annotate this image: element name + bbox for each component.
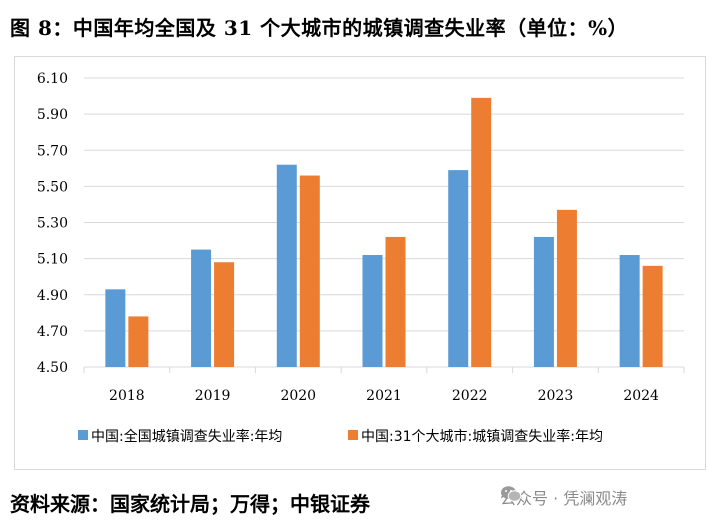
bar-national-2020[interactable] xyxy=(276,164,297,367)
x-tick-label: 2024 xyxy=(623,388,659,404)
y-tick-label: 5.30 xyxy=(37,216,68,232)
x-tick-label: 2021 xyxy=(366,388,402,404)
bar-31-cities-2023[interactable] xyxy=(556,209,577,367)
source-note: 资料来源：国家统计局；万得；中银证券 xyxy=(10,492,370,516)
bar-national-2021[interactable] xyxy=(362,255,383,367)
x-tick-label: 2022 xyxy=(452,388,488,404)
legend-label: 中国:全国城镇调查失业率:年均 xyxy=(91,428,282,445)
watermark-text: 公众号 · 凭澜观涛 xyxy=(500,489,628,508)
bar-national-2019[interactable] xyxy=(191,249,212,367)
y-tick-label: 5.10 xyxy=(37,252,68,268)
y-tick-label: 4.90 xyxy=(37,288,68,304)
chart-title: 图 8：中国年均全国及 31 个大城市的城镇调查失业率（单位：%） xyxy=(10,16,629,40)
bar-31-cities-2022[interactable] xyxy=(471,97,492,368)
y-tick-label: 4.70 xyxy=(37,324,68,340)
bar-31-cities-2024[interactable] xyxy=(642,265,663,367)
y-tick-label: 5.70 xyxy=(37,143,68,159)
x-tick-label: 2018 xyxy=(109,388,145,404)
y-tick-label: 6.10 xyxy=(37,71,68,87)
wechat-icon xyxy=(501,486,522,502)
y-tick-label: 5.90 xyxy=(37,107,68,123)
bar-national-2023[interactable] xyxy=(533,236,554,367)
y-tick-label: 5.50 xyxy=(37,179,68,195)
bar-national-2024[interactable] xyxy=(619,255,640,367)
bar-national-2022[interactable] xyxy=(448,170,469,367)
legend-swatch xyxy=(78,430,88,440)
x-tick-label: 2020 xyxy=(280,388,316,404)
bar-national-2018[interactable] xyxy=(105,289,126,367)
watermark: 公众号 · 凭澜观涛 xyxy=(500,485,627,509)
legend-swatch xyxy=(348,430,358,440)
legend-label: 中国:31个大城市:城镇调查失业率:年均 xyxy=(361,428,603,445)
bar-31-cities-2018[interactable] xyxy=(128,316,149,367)
bar-31-cities-2021[interactable] xyxy=(385,236,406,367)
bar-31-cities-2019[interactable] xyxy=(214,262,235,367)
x-tick-label: 2023 xyxy=(538,388,574,404)
chart-frame xyxy=(14,56,706,470)
bar-31-cities-2020[interactable] xyxy=(299,175,320,367)
y-tick-label: 4.50 xyxy=(37,360,68,376)
x-tick-label: 2019 xyxy=(195,388,231,404)
